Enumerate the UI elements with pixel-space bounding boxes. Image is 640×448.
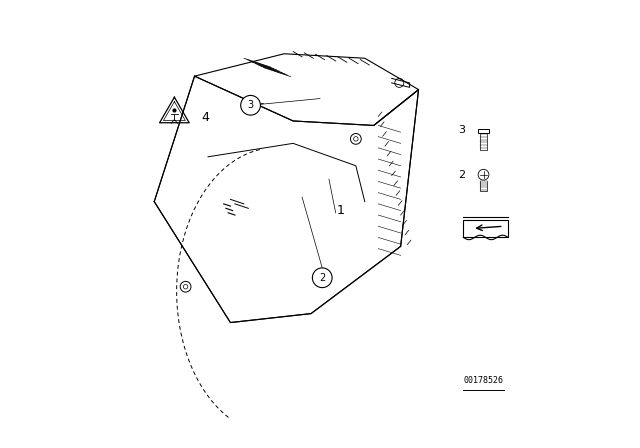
Text: 2: 2 [319, 273, 325, 283]
Text: 00178526: 00178526 [463, 376, 504, 385]
Text: 1: 1 [336, 204, 344, 217]
Text: 3: 3 [248, 100, 253, 110]
Text: 2: 2 [458, 170, 466, 180]
Text: 3: 3 [459, 125, 466, 135]
Text: 4: 4 [202, 111, 210, 124]
Circle shape [312, 268, 332, 288]
Circle shape [241, 95, 260, 115]
